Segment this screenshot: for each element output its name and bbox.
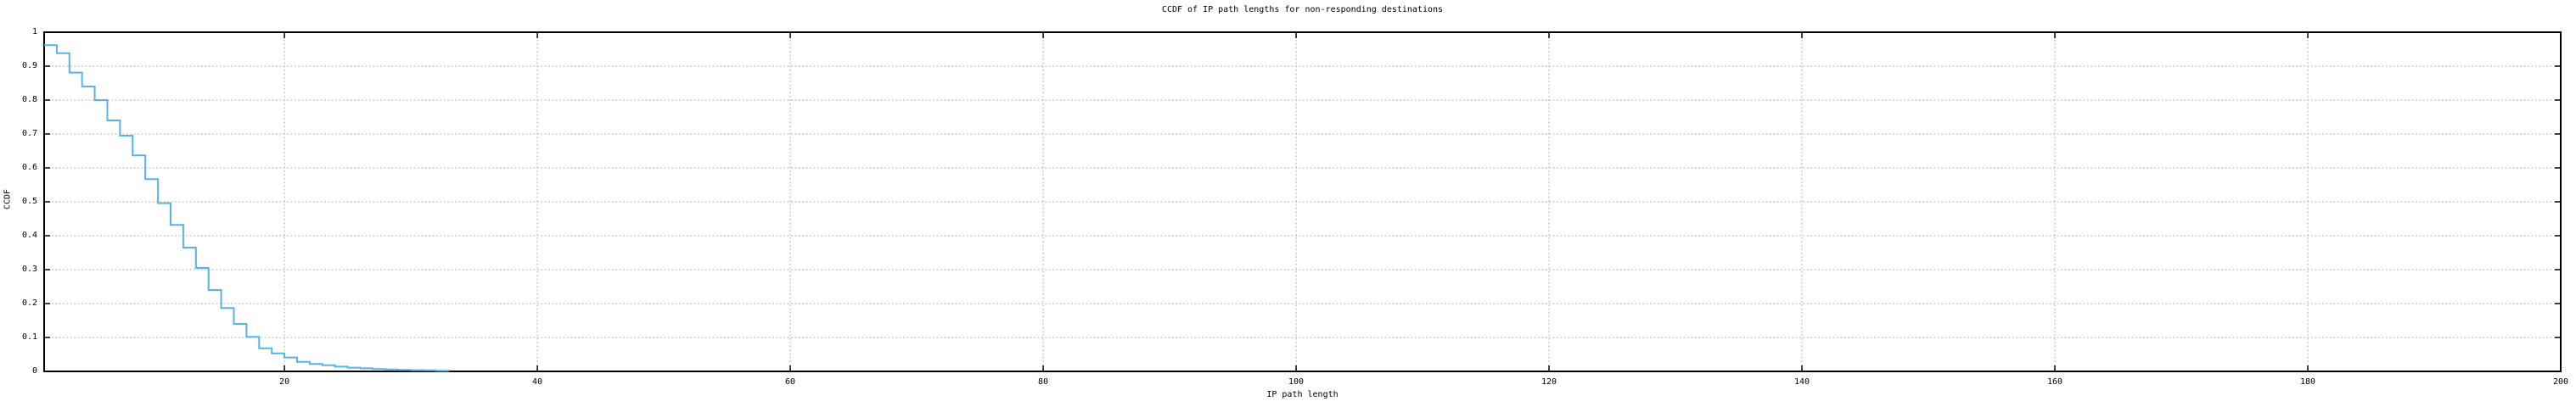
x-tick-label: 120	[1541, 377, 1557, 387]
y-tick-label: 0.6	[21, 163, 37, 172]
y-tick-label: 0.1	[21, 332, 37, 342]
x-tick-label: 40	[532, 377, 543, 387]
y-tick-label: 0.7	[21, 129, 37, 138]
y-tick-label: 0.9	[21, 61, 37, 70]
y-tick-label: 1	[31, 27, 37, 36]
x-tick-label: 180	[2299, 377, 2316, 387]
x-tick-label: 160	[2046, 377, 2063, 387]
x-tick-label: 200	[2552, 377, 2569, 387]
x-axis-label: IP path length	[1266, 390, 1339, 399]
x-tick-label: 20	[279, 377, 290, 387]
y-tick-label: 0.4	[21, 231, 37, 240]
x-tick-label: 80	[1038, 377, 1049, 387]
y-tick-label: 0	[31, 366, 37, 376]
x-tick-label: 60	[785, 377, 796, 387]
y-tick-label: 0.5	[21, 197, 37, 206]
y-tick-label: 0.8	[21, 95, 37, 104]
x-tick-label: 100	[1288, 377, 1305, 387]
y-tick-label: 0.2	[21, 298, 37, 308]
y-tick-label: 0.3	[21, 265, 37, 274]
ccdf-curve	[44, 44, 450, 372]
x-tick-label: 140	[1793, 377, 1810, 387]
chart-title: CCDF of IP path lengths for non-respondi…	[1161, 5, 1444, 14]
